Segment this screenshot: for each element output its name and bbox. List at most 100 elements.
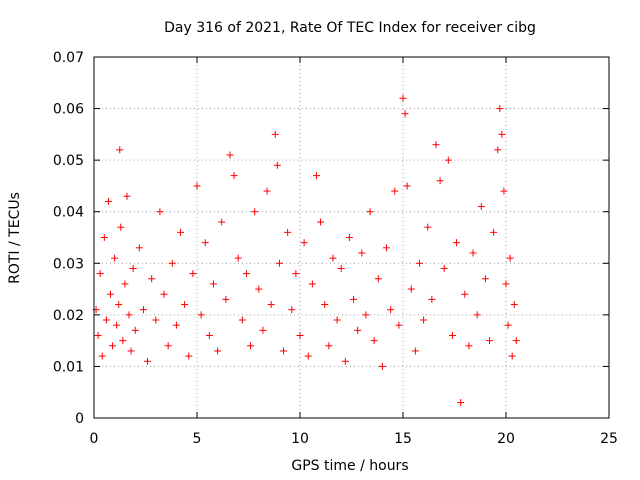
data-point	[164, 342, 172, 350]
data-point	[428, 295, 436, 303]
x-tick-label: 25	[600, 431, 618, 447]
data-point	[284, 228, 292, 236]
data-point	[500, 187, 508, 195]
data-point	[411, 347, 419, 355]
data-point	[100, 234, 108, 241]
data-point	[354, 326, 362, 334]
data-point	[333, 316, 341, 324]
data-point	[461, 290, 469, 298]
data-point	[104, 197, 112, 205]
data-point	[486, 337, 494, 345]
plot-frame	[93, 56, 610, 419]
data-point	[111, 254, 119, 262]
data-point	[317, 218, 325, 226]
data-point	[193, 182, 201, 190]
data-point	[432, 141, 440, 149]
data-point	[123, 192, 131, 200]
grid-lines	[94, 57, 609, 418]
data-point	[481, 275, 489, 283]
data-point	[296, 331, 304, 339]
data-point	[181, 301, 189, 309]
data-point	[160, 290, 168, 298]
data-point	[383, 244, 391, 252]
x-axis-ticks: 0 5 10 15 20 25	[90, 57, 618, 447]
data-point	[358, 249, 366, 257]
y-tick-label: 0.01	[53, 359, 84, 375]
data-point	[94, 331, 102, 339]
data-point	[144, 357, 152, 365]
data-point	[197, 311, 205, 319]
data-point	[116, 146, 124, 154]
data-point	[226, 151, 234, 159]
x-tick-label: 10	[291, 431, 309, 447]
data-point	[440, 264, 448, 272]
data-point	[362, 311, 370, 319]
data-point	[504, 321, 512, 329]
data-point	[106, 290, 114, 298]
data-point	[512, 337, 520, 345]
data-point	[242, 270, 250, 278]
data-point	[510, 301, 518, 309]
data-point	[508, 352, 516, 360]
x-tick-label: 15	[394, 431, 412, 447]
data-point	[263, 187, 271, 195]
x-tick-label: 20	[497, 431, 515, 447]
data-point	[156, 208, 164, 216]
data-point	[177, 228, 185, 236]
data-point	[436, 177, 444, 185]
data-point	[115, 301, 123, 309]
data-point	[448, 331, 456, 339]
data-point	[395, 321, 403, 329]
data-point	[121, 280, 129, 288]
data-point	[280, 347, 288, 355]
data-point	[325, 342, 333, 350]
data-point	[98, 352, 106, 360]
data-point	[374, 275, 382, 283]
data-point	[125, 311, 133, 319]
y-tick-label: 0.03	[53, 256, 84, 272]
data-point	[420, 316, 428, 324]
data-point	[494, 146, 502, 154]
data-point	[127, 347, 135, 355]
y-tick-label: 0	[75, 411, 84, 427]
data-point	[401, 110, 409, 118]
data-point	[308, 280, 316, 288]
data-point	[403, 182, 411, 190]
data-point	[424, 223, 432, 231]
data-point	[502, 280, 510, 288]
data-point	[135, 244, 143, 252]
data-point	[152, 316, 160, 324]
data-point	[329, 254, 337, 262]
data-point	[407, 285, 415, 293]
data-point	[251, 208, 259, 216]
data-point	[247, 342, 255, 350]
data-point	[292, 270, 300, 278]
data-point	[113, 321, 121, 329]
data-point	[271, 130, 279, 138]
data-point	[341, 357, 349, 365]
data-point	[148, 275, 156, 283]
data-point	[370, 337, 378, 345]
data-point	[119, 337, 127, 345]
data-point	[496, 105, 504, 113]
data-point	[444, 156, 452, 164]
data-point	[273, 161, 281, 169]
data-point	[345, 234, 353, 241]
data-point	[102, 316, 110, 324]
data-point	[109, 342, 117, 350]
data-point	[275, 259, 283, 267]
data-point	[214, 347, 222, 355]
data-point	[469, 249, 477, 257]
data-point	[96, 270, 104, 278]
data-point	[387, 306, 395, 314]
data-point	[205, 331, 213, 339]
data-point	[201, 239, 209, 247]
data-point	[391, 187, 399, 195]
data-point	[218, 218, 226, 226]
data-point	[457, 399, 465, 407]
data-point	[378, 362, 386, 370]
data-point	[238, 316, 246, 324]
data-point	[129, 264, 137, 272]
data-point	[300, 239, 308, 247]
